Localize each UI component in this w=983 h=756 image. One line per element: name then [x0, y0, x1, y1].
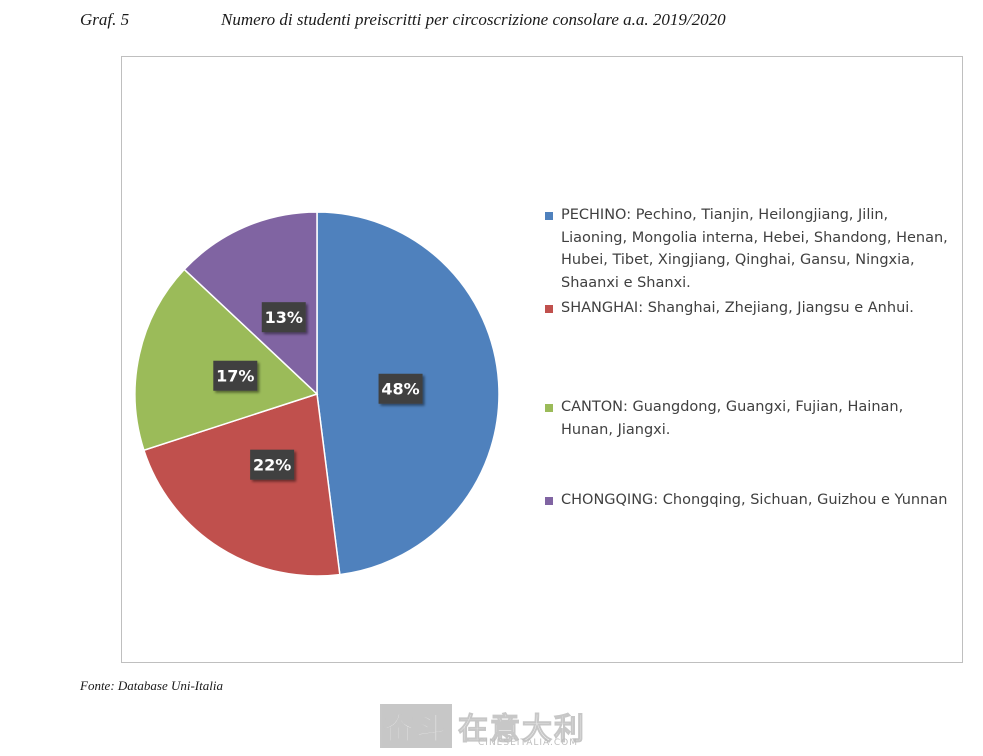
figure-header: Graf. 5 Numero di studenti preiscritti p…: [80, 10, 963, 34]
data-label-canton: 17%: [213, 360, 258, 391]
data-label-box: [378, 373, 423, 404]
legend-text: CANTON: Guangdong, Guangxi, Fujian, Hain…: [561, 399, 904, 438]
legend-item-chongqing: CHONGQING: Chongqing, Sichuan, Guizhou e…: [545, 489, 947, 512]
data-label-shanghai: 22%: [250, 449, 295, 480]
legend-swatch: [545, 404, 553, 412]
legend-text: CHONGQING: Chongqing, Sichuan, Guizhou e…: [561, 492, 948, 508]
watermark-subtext: CINESEITALIA.COM: [478, 738, 579, 748]
pie-slice-canton: [134, 268, 319, 452]
pie-chart: 48% 22% 17% 13%: [134, 211, 500, 577]
data-label-text: 13%: [265, 308, 303, 327]
data-label-pechino: 48%: [378, 373, 423, 404]
data-label-box: [213, 360, 258, 391]
source-note: Fonte: Database Uni-Italia: [80, 678, 223, 693]
pie-slice-shanghai: [142, 393, 341, 577]
legend-swatch: [545, 212, 553, 220]
figure-label: Graf. 5: [80, 10, 130, 29]
legend-swatch: [545, 497, 553, 505]
legend-swatch: [545, 305, 553, 313]
legend-item-canton: CANTON: Guangdong, Guangxi, Fujian, Hain…: [545, 396, 955, 441]
legend-item-pechino: PECHINO: Pechino, Tianjin, Heilongjiang,…: [545, 204, 955, 294]
watermark-text-left: 奋斗: [380, 704, 452, 748]
data-label-chongqing: 13%: [261, 302, 306, 333]
legend-text: SHANGHAI: Shanghai, Zhejiang, Jiangsu e …: [561, 300, 914, 316]
legend-text: PECHINO: Pechino, Tianjin, Heilongjiang,…: [561, 207, 948, 291]
watermark-text-right: 在意大利: [458, 712, 586, 748]
legend-item-shanghai: SHANGHAI: Shanghai, Zhejiang, Jiangsu e …: [545, 297, 914, 320]
data-label-text: 48%: [381, 380, 419, 399]
chart-title: Numero di studenti preiscritti per circo…: [221, 10, 726, 29]
data-label-text: 22%: [253, 456, 291, 475]
pie-slice-chongqing: [183, 211, 318, 396]
data-label-box: [261, 302, 306, 333]
data-label-box: [250, 449, 295, 480]
data-label-text: 17%: [216, 367, 254, 386]
watermark-logo: 奋斗 在意大利 CINESEITALIA.COM: [380, 702, 586, 750]
